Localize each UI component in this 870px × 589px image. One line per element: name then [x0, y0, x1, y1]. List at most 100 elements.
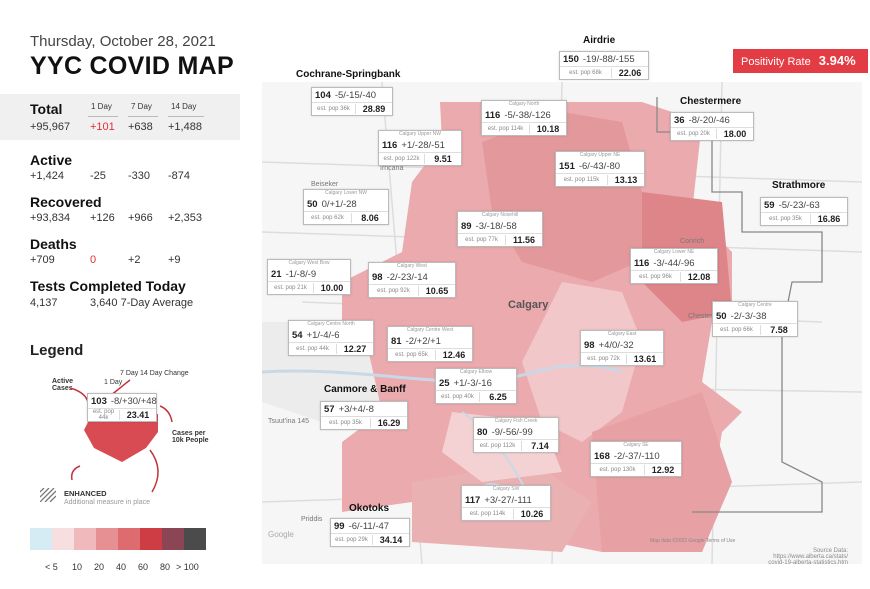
zone-change: -2/+2/+1	[405, 335, 441, 347]
zone-card-se: Calgary SE 168 -2/-37/-110 est. pop 130k 1…	[590, 441, 682, 477]
region-name: Cochrane-Springbank	[296, 69, 401, 80]
zone-name: Calgary Fish Creek	[494, 418, 538, 424]
town-chestermere-label: Chestermere	[688, 313, 729, 320]
town-irricana: Irricana	[380, 165, 404, 172]
recovered-label: Recovered	[30, 194, 102, 210]
legend-sample-rate: 23.41	[119, 410, 156, 420]
legend-sample-pop: est. pop 44k	[92, 409, 115, 421]
zone-change: -6/-43/-80	[578, 160, 621, 172]
zone-pop: est. pop 72k	[587, 356, 620, 362]
deaths-value: +709	[30, 254, 55, 266]
enhanced-title: ENHANCED	[64, 489, 107, 498]
region-card-airdrie: 150 -19/-88/-155 est. pop 68k 22.06	[559, 51, 649, 80]
legend-sample-card: 103 -8/+30/+48 est. pop 44k 23.41	[87, 393, 157, 422]
zone-name: Calgary Centre	[738, 302, 772, 308]
total-1day: +101	[90, 121, 115, 133]
zone-rate: 12.92	[644, 465, 681, 475]
positivity-card: Positivity Rate 3.94%	[733, 49, 868, 73]
tests-label: Tests Completed Today	[30, 278, 186, 294]
zone-pop: est. pop 122k	[383, 156, 420, 162]
zone-rate: 10.65	[418, 286, 455, 296]
zone-name: Calgary Centre North	[307, 321, 355, 327]
zone-change: -2/-37/-110	[613, 450, 660, 462]
zone-card-centre: Calgary Centre 50 -2/-3/-38 est. pop 66k 7…	[712, 301, 798, 337]
col-header-7day: 7 Day	[131, 102, 152, 111]
col-header-14day: 14 Day	[171, 102, 197, 111]
zone-pop: est. pop 114k	[469, 511, 506, 517]
total-7day: +638	[128, 121, 153, 133]
zone-change: +3/-27/-111	[484, 494, 532, 506]
scale-label-1: < 5	[45, 562, 58, 572]
total-panel	[0, 94, 240, 140]
region-active: 36	[674, 114, 685, 126]
zone-change: +1/-4/-6	[306, 329, 340, 341]
region-pop: est. pop 36k	[317, 106, 350, 112]
zone-pop: est. pop 40k	[441, 394, 474, 400]
google-logo: Google	[268, 530, 294, 539]
zone-name: Calgary Centre West	[406, 327, 454, 333]
zone-card-elbow: Calgary Elbow 25 +1/-3/-16 est. pop 40k 6.…	[435, 368, 517, 404]
region-rate: 18.00	[716, 129, 753, 139]
active-1day: -25	[90, 170, 106, 182]
zone-card-west-bow: Calgary West Bow 21 -1/-8/-9 est. pop 21k…	[267, 259, 351, 295]
zone-name: Calgary Lower NW	[325, 190, 367, 196]
zone-card-upper-ne: Calgary Upper NE 151 -6/-43/-80 est. pop …	[555, 151, 645, 187]
zone-name: Calgary East	[607, 331, 637, 337]
zone-pop: est. pop 65k	[395, 352, 428, 358]
enhanced-sub: Additional measure in place	[64, 499, 150, 506]
positivity-label: Positivity Rate	[741, 56, 811, 68]
scale-label-5: 60	[138, 562, 149, 572]
zone-active: 116	[634, 257, 650, 269]
page-title: YYC COVID MAP	[30, 52, 234, 80]
tests-avg: 3,640 7-Day Average	[90, 297, 194, 309]
zone-active: 151	[559, 160, 575, 172]
zone-pop: est. pop 96k	[639, 274, 672, 280]
zone-change: +1/-28/-51	[401, 139, 445, 151]
active-14day: -874	[168, 170, 191, 182]
source-title: Source Data:	[812, 548, 848, 554]
region-pop: est. pop 20k	[677, 131, 710, 137]
scale-swatch-8	[184, 528, 206, 550]
region-name: Chestermere	[680, 96, 742, 107]
source-url-1[interactable]: https://www.alberta.ca/stats/	[773, 554, 848, 560]
zone-change: -5/-38/-126	[504, 109, 551, 121]
legend-7day-label: 7 Day	[120, 370, 139, 377]
scale-swatch-2	[52, 528, 74, 550]
zone-card-nosehill: Calgary Nosehill 89 -3/-18/-58 est. pop 7…	[457, 211, 543, 247]
legend-title: Legend	[30, 342, 84, 359]
zone-name: Calgary Nosehill	[481, 212, 519, 218]
town-priddis: Priddis	[301, 516, 323, 523]
zone-card-north: Calgary North 116 -5/-38/-126 est. pop 11…	[481, 100, 567, 136]
region-pop: est. pop 68k	[569, 70, 602, 76]
scale-swatch-3	[74, 528, 96, 550]
scale-label-6: 80	[160, 562, 171, 572]
recovered-1day: +126	[90, 212, 115, 224]
zone-name: Calgary SW	[492, 486, 520, 492]
zone-active: 116	[382, 139, 398, 151]
zone-active: 168	[594, 450, 610, 462]
region-card-cochrane: 104 -5/-15/-40 est. pop 36k 28.89	[311, 87, 393, 116]
zone-change: +4/0/-32	[598, 339, 634, 351]
zone-rate: 7.58	[760, 325, 797, 335]
color-scale	[30, 528, 206, 550]
zone-rate: 10.26	[513, 509, 550, 519]
legend-active-label: Active Cases	[52, 378, 74, 392]
active-7day: -330	[128, 170, 151, 182]
zone-pop: est. pop 130k	[599, 467, 636, 473]
zone-change: -9/-56/-99	[491, 426, 533, 438]
deaths-label: Deaths	[30, 236, 77, 252]
source-data: Source Data: https://www.alberta.ca/stat…	[720, 548, 848, 566]
zone-rate: 10.18	[529, 124, 566, 134]
source-url-2[interactable]: covid-19-alberta-statistics.htm	[768, 560, 848, 566]
region-active: 59	[764, 199, 775, 211]
region-pop: est. pop 35k	[329, 420, 362, 426]
zone-card-fish-creek: Calgary Fish Creek 80 -9/-56/-99 est. pop…	[473, 417, 559, 453]
zone-card-west: Calgary West 98 -2/-23/-14 est. pop 92k 10…	[368, 262, 456, 298]
zone-pop: est. pop 66k	[720, 327, 753, 333]
zone-rate: 7.14	[521, 441, 558, 451]
zone-card-centre-north: Calgary Centre North 54 +1/-4/-6 est. pop…	[288, 320, 374, 356]
zone-rate: 13.13	[607, 175, 644, 185]
total-14day: +1,488	[168, 121, 202, 133]
zone-rate: 10.00	[313, 283, 350, 293]
zone-active: 98	[372, 271, 383, 283]
